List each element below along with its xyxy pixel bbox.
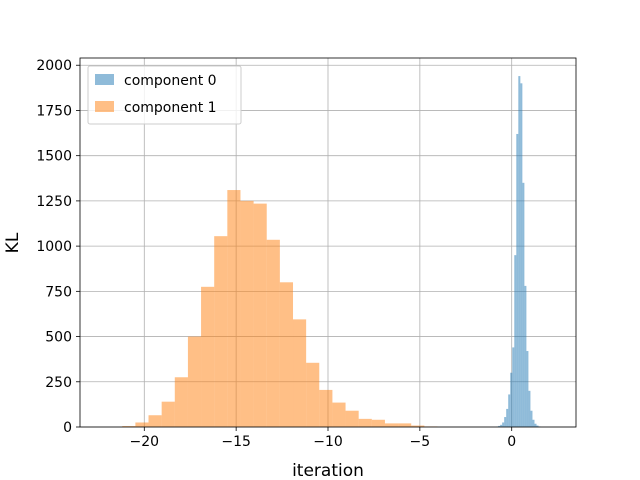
series-0-bars [496, 76, 541, 428]
histogram-bar [253, 203, 267, 427]
legend-swatch-component-0 [95, 74, 114, 85]
histogram-bar [135, 422, 149, 427]
histogram-bar [514, 255, 517, 427]
histogram-bar [411, 425, 425, 427]
histogram-bar [522, 182, 525, 427]
histogram-bar [122, 426, 136, 427]
histogram-bar [518, 76, 521, 428]
histogram-bar [532, 419, 535, 427]
axis-ticks: −20 −15 −10 −5 0 0 250 500 750 1000 1250 1500 1750 20… [36, 58, 516, 450]
histogram-bar [293, 319, 307, 427]
y-tick-label: 1500 [36, 149, 72, 165]
legend-label-component-1: component 1 [124, 100, 217, 116]
histogram-bar [384, 423, 399, 427]
histogram-bar [502, 422, 505, 427]
y-tick-label: 750 [45, 284, 72, 300]
histogram-bar [187, 336, 202, 427]
series-1-bars [122, 190, 438, 427]
histogram-bar [398, 423, 412, 427]
histogram-bar [510, 372, 513, 427]
histogram-bar [266, 239, 280, 427]
x-tick-label: −10 [313, 434, 343, 450]
legend: component 0 component 1 [87, 65, 242, 125]
legend-label-component-0: component 0 [124, 73, 217, 89]
x-tick-label: −20 [130, 434, 160, 450]
histogram-bar [512, 347, 515, 427]
y-tick-label: 500 [45, 330, 72, 346]
histogram-bar [534, 423, 537, 427]
histogram-bar [227, 190, 241, 427]
legend-swatch-component-1 [95, 101, 114, 112]
histogram-bars [122, 76, 541, 428]
y-tick-label: 2000 [36, 58, 72, 74]
histogram-bar [504, 417, 507, 427]
histogram-bar [520, 83, 523, 427]
histogram-bar [174, 377, 188, 427]
y-tick-label: 1250 [36, 194, 72, 210]
x-tick-label: −15 [221, 434, 251, 450]
histogram-bar [530, 410, 533, 427]
y-tick-label: 0 [63, 420, 72, 436]
histogram-bar [319, 389, 333, 427]
x-tick-label: 0 [507, 434, 516, 450]
legend-box [87, 65, 242, 125]
histogram-bar [498, 425, 501, 427]
histogram-bar [279, 282, 294, 427]
y-tick-label: 1750 [36, 103, 72, 119]
histogram-bar [526, 351, 529, 427]
histogram-bar [148, 415, 162, 427]
histogram-bar [528, 390, 531, 427]
x-tick-label: −5 [410, 434, 431, 450]
histogram-bar [506, 408, 509, 427]
histogram-bar [161, 401, 175, 427]
histogram-bar [508, 394, 511, 427]
histogram-bar [332, 402, 346, 427]
histogram-bar [306, 362, 320, 427]
histogram-bar [201, 286, 215, 427]
y-tick-label: 250 [45, 375, 72, 391]
x-axis-label: iteration [292, 461, 364, 480]
histogram-bar [240, 200, 254, 427]
histogram-bar [358, 418, 372, 427]
y-tick-label: 1000 [36, 239, 72, 255]
histogram-bar [345, 410, 359, 427]
histogram-bar [214, 236, 228, 427]
histogram-bar [524, 285, 527, 427]
histogram-bar [516, 133, 519, 427]
y-axis-label: KL [3, 232, 23, 253]
histogram-bar [536, 425, 539, 427]
histogram-bar [371, 419, 385, 427]
histogram-bar [500, 424, 503, 427]
